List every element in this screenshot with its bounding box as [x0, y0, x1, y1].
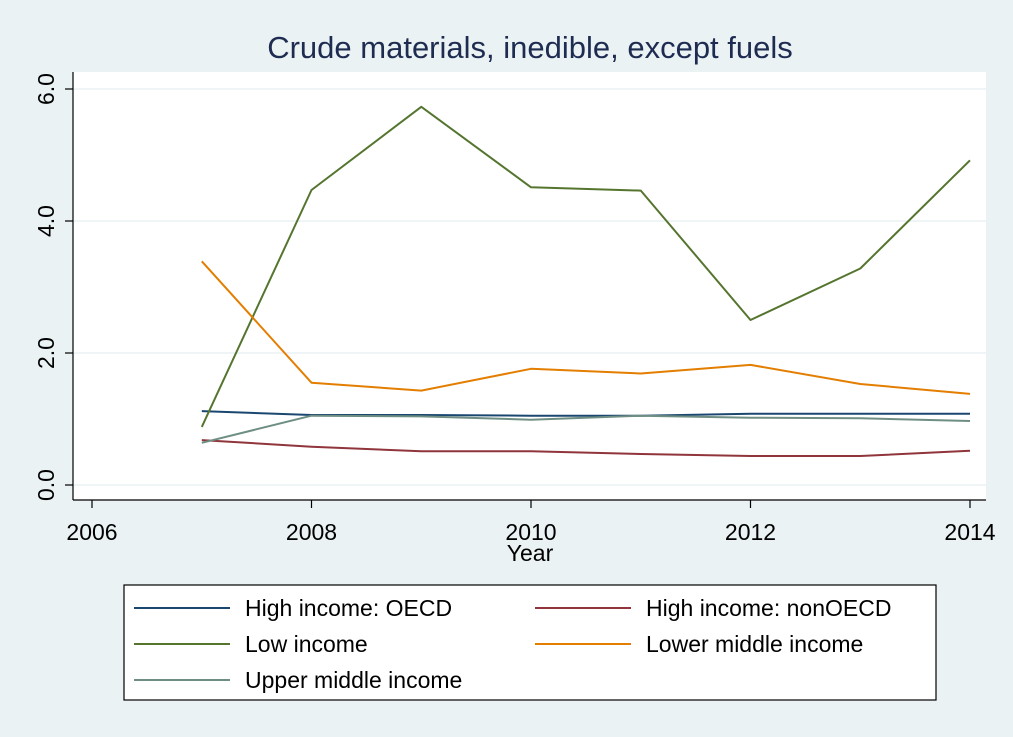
series-lines [200, 105, 971, 457]
series-line [201, 260, 971, 395]
plot-area [73, 72, 986, 500]
y-tick-label: 4.0 [33, 205, 59, 237]
x-tick-label: 2008 [286, 519, 337, 545]
x-tick-label: 2010 [505, 519, 556, 545]
x-tick-label: 2014 [944, 519, 995, 545]
legend-label: High income: nonOECD [646, 595, 891, 621]
chart-title: Crude materials, inedible, except fuels [267, 30, 793, 65]
x-axis-title: Year [507, 540, 554, 566]
series-line [201, 414, 971, 444]
x-tick-label: 2012 [725, 519, 776, 545]
y-tick-label: 2.0 [33, 337, 59, 369]
legend-label: Low income [245, 631, 368, 657]
y-tick-label: 0.0 [33, 469, 59, 501]
series-line [201, 439, 971, 457]
gridlines [73, 88, 986, 486]
legend-box [123, 584, 937, 701]
axes: 0.0 2.0 4.0 6.0 2006 2008 2010 2012 2014 [33, 72, 996, 545]
x-tick-label: 2006 [66, 519, 117, 545]
legend-entries: High income: OECD High income: nonOECD Low… [134, 595, 891, 693]
y-tick-label: 6.0 [33, 73, 59, 105]
legend-label: Upper middle income [245, 667, 462, 693]
legend-label: High income: OECD [245, 595, 452, 621]
series-line [200, 105, 971, 428]
legend: High income: OECD High income: nonOECD Low… [123, 584, 937, 701]
legend-label: Lower middle income [646, 631, 863, 657]
